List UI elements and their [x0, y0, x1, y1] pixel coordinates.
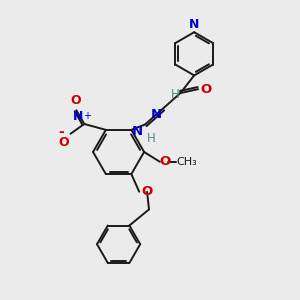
Text: N: N — [151, 108, 162, 121]
Text: H: H — [147, 132, 155, 145]
Text: -: - — [58, 125, 64, 139]
Text: O: O — [141, 185, 152, 198]
Text: O: O — [160, 155, 171, 168]
Text: N: N — [189, 18, 200, 31]
Text: O: O — [70, 94, 81, 107]
Text: +: + — [83, 111, 91, 121]
Text: CH₃: CH₃ — [176, 157, 197, 167]
Text: N: N — [132, 125, 143, 139]
Text: O: O — [58, 136, 68, 149]
Text: H: H — [171, 88, 179, 101]
Text: O: O — [200, 82, 211, 96]
Text: N: N — [73, 110, 83, 123]
